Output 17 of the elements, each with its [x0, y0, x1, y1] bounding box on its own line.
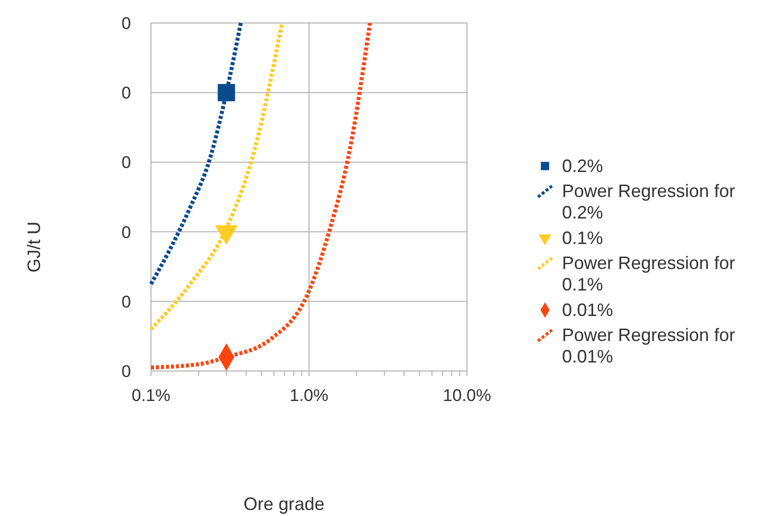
legend-label: 0.1%	[562, 228, 604, 248]
x-tick-label: 10.0%	[442, 386, 492, 406]
text: 0	[122, 292, 131, 312]
legend-label: Power Regression for 0.1%	[562, 253, 736, 295]
text: 0	[122, 362, 131, 381]
text: 0	[122, 153, 131, 172]
x-tick-label: 0.1%	[132, 386, 170, 406]
x-tick-label: 1.0%	[290, 386, 328, 406]
y-axis-title: GJ/t U	[24, 221, 44, 273]
x-axis-title: Ore grade	[243, 494, 325, 514]
legend-label: 0.01%	[562, 300, 614, 320]
legend-label: Power Regression for 0.2%	[562, 181, 736, 223]
text: 0	[122, 84, 131, 103]
legend-label: 0.2%	[562, 156, 604, 176]
text: 0	[122, 14, 131, 33]
legend-label: Power Regression for 0.01%	[562, 325, 736, 367]
text: 0	[122, 222, 131, 242]
